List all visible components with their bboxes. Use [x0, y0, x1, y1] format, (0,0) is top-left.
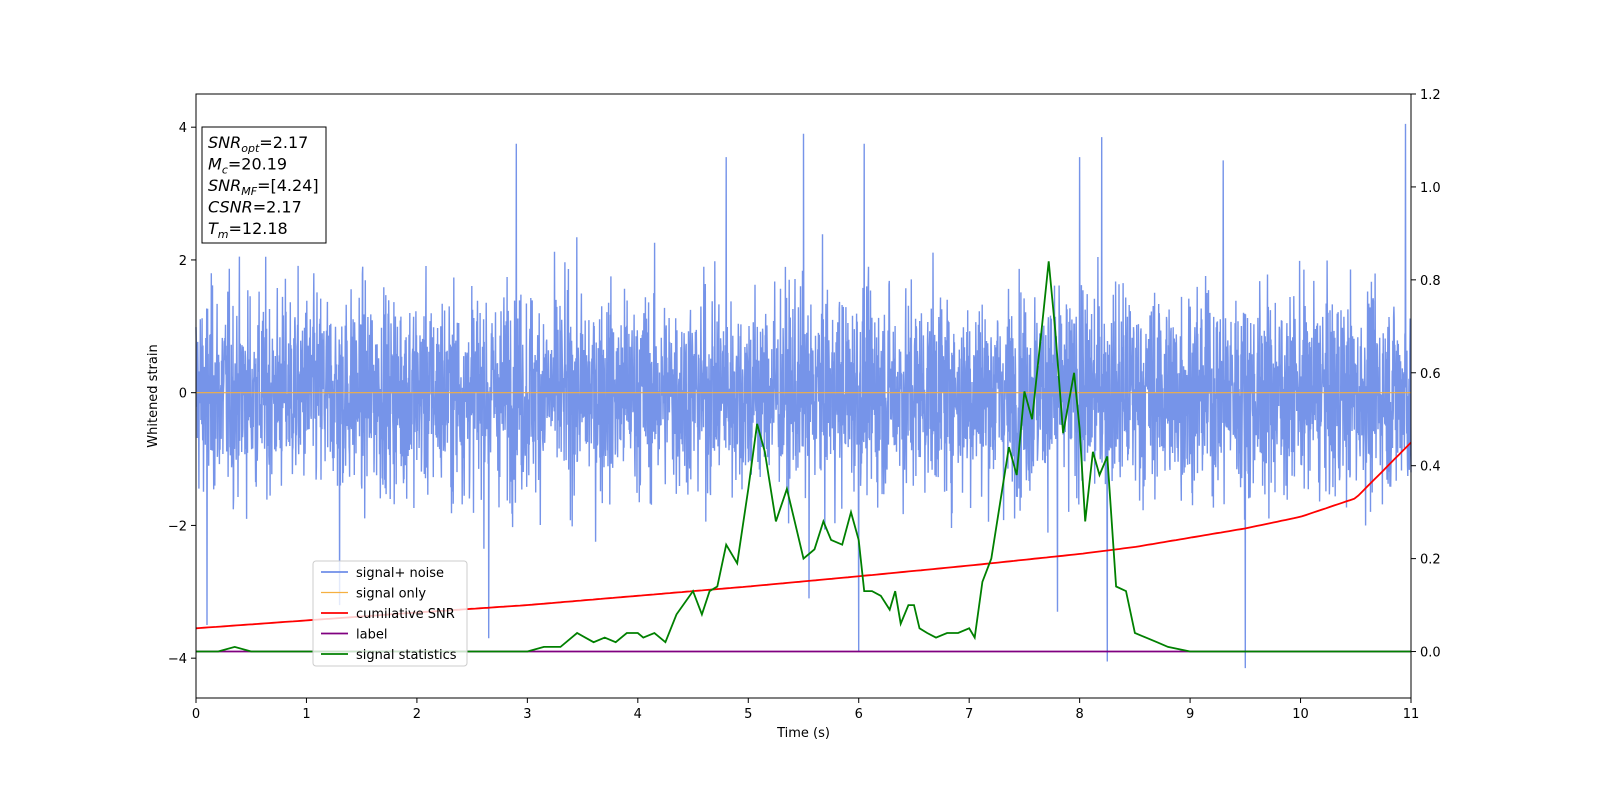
- y-axis-left: −4 −2 0 2 4: [168, 121, 196, 667]
- info-symbol: CSNR: [208, 198, 253, 217]
- info-value: =[4.24]: [257, 176, 319, 195]
- x-tick-label: 9: [1186, 707, 1194, 722]
- x-axis-title: Time (s): [776, 726, 830, 741]
- info-subscript: MF: [241, 185, 257, 198]
- legend-frame: [312, 560, 468, 667]
- x-tick-label: 0: [192, 707, 200, 722]
- legend-label: signal statistics: [356, 648, 457, 663]
- info-subscript: opt: [241, 142, 260, 155]
- x-tick-label: 8: [1075, 707, 1083, 722]
- info-line: CSNR=2.17: [208, 198, 302, 217]
- y2-tick-label: 0.0: [1420, 646, 1441, 661]
- y2-tick-label: 0.8: [1420, 274, 1441, 289]
- info-value: =20.19: [228, 155, 287, 174]
- x-tick-label: 7: [965, 707, 973, 722]
- x-tick-label: 11: [1403, 707, 1420, 722]
- x-tick-label: 6: [855, 707, 863, 722]
- y-tick-label: −4: [168, 652, 187, 667]
- signal-noise-line: [195, 123, 1412, 669]
- x-tick-label: 10: [1292, 707, 1309, 722]
- legend-label: label: [356, 628, 387, 643]
- y2-tick-label: 0.4: [1420, 460, 1441, 475]
- legend-label: signal only: [356, 587, 426, 602]
- legend: signal+ noise signal only cumilative SNR la…: [312, 560, 468, 667]
- y2-tick-label: 1.2: [1420, 88, 1441, 103]
- info-value: =2.17: [259, 133, 308, 152]
- y-axis-right: 0.0 0.2 0.4 0.6 0.8 1.0 1.2: [1411, 88, 1441, 661]
- info-line: SNRMF=[4.24]: [208, 176, 319, 198]
- y2-tick-label: 0.6: [1420, 367, 1441, 382]
- info-symbol: SNR: [208, 176, 241, 195]
- info-box: SNRopt=2.17Mc=20.19SNRMF=[4.24]CSNR=2.17…: [201, 126, 327, 244]
- info-symbol: M: [208, 155, 222, 174]
- signal-statistics-line: [196, 261, 1411, 653]
- y-tick-label: 2: [179, 254, 187, 269]
- info-line: Mc=20.19: [208, 155, 287, 177]
- y-tick-label: −2: [168, 519, 187, 534]
- y2-tick-label: 1.0: [1420, 181, 1441, 196]
- x-tick-label: 4: [634, 707, 642, 722]
- y-tick-label: 0: [179, 387, 187, 402]
- x-tick-label: 5: [744, 707, 752, 722]
- info-box-frame: [201, 126, 327, 244]
- axes-frame: [195, 93, 1412, 699]
- info-value: =2.17: [253, 198, 302, 217]
- x-axis: 0 1 2 3 4 5 6 7 8 9 10 11: [192, 698, 1419, 722]
- info-value: =12.18: [229, 219, 288, 238]
- legend-label: signal+ noise: [356, 566, 444, 581]
- legend-label: cumilative SNR: [356, 607, 455, 622]
- info-line: Tm=12.18: [208, 219, 288, 241]
- y-axis-title: Whitened strain: [146, 344, 161, 447]
- signal-noise-series: [195, 123, 1412, 669]
- info-subscript: m: [218, 228, 229, 241]
- x-tick-label: 1: [302, 707, 310, 722]
- x-tick-label: 3: [523, 707, 531, 722]
- y2-tick-label: 0.2: [1420, 553, 1441, 568]
- x-tick-label: 2: [413, 707, 421, 722]
- info-line: SNRopt=2.17: [208, 133, 308, 155]
- info-symbol: SNR: [208, 133, 241, 152]
- info-subscript: c: [222, 164, 228, 177]
- y-tick-label: 4: [179, 121, 187, 136]
- info-symbol: T: [208, 219, 219, 238]
